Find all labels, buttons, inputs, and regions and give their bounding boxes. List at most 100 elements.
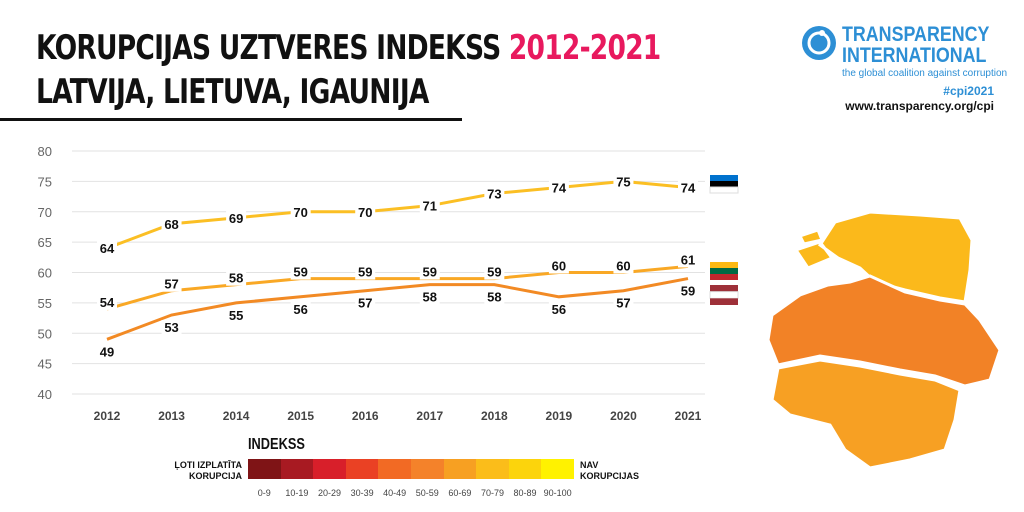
title-underline [0,118,462,121]
legend-range-label: 20-29 [317,488,341,498]
line-chart: 40 45 50 55 60 65 70 75 80 2012 2013 2014 2015 2016 20… [38,144,739,423]
y-tick-label: 75 [38,174,52,189]
data-label-bg [678,283,698,299]
legend-swatch [443,459,477,479]
data-label: 68 [164,217,178,232]
data-label: 59 [358,265,372,280]
legend-swatch [508,459,542,479]
x-tick-label: 2013 [158,409,185,423]
data-label-bg [290,204,311,220]
hashtag: #cpi2021 [943,84,994,98]
data-label: 58 [423,290,437,305]
legend-swatch [280,459,314,479]
data-label: 69 [229,211,243,226]
website-url[interactable]: www.transparency.org/cpi [845,99,994,113]
legend-title: INDEKSS [248,436,305,453]
data-label: 58 [229,271,243,286]
y-tick-label: 50 [38,326,52,341]
data-label-bg [678,252,698,268]
flag-lithuania [710,262,738,268]
legend-swatch [313,459,346,479]
legend-range-label: 40-49 [383,488,407,498]
data-label-bg [484,186,505,202]
data-label: 57 [616,296,630,311]
data-label: 58 [487,290,501,305]
y-tick-label: 65 [38,235,52,250]
data-label-bg [290,264,311,280]
data-label-bg [548,180,569,196]
legend-range-label: 80-89 [513,488,537,498]
legend-swatch [248,459,281,479]
data-label-bg [548,258,569,274]
flag-estonia [709,186,739,194]
data-label-bg [419,289,440,305]
title-line1: KORUPCIJAS UZTVERES INDEKSS [36,28,501,68]
x-tick-label: 2018 [481,409,508,423]
y-tick-label: 45 [38,357,52,372]
data-label: 49 [100,344,114,359]
y-tick-label: 40 [38,387,52,402]
flag-latvia [709,291,739,299]
title-years: 2012-2021 [508,28,661,68]
logo-name1: TRANSPARENCY [842,23,990,46]
y-tick-label: 80 [38,144,52,159]
x-tick-label: 2015 [287,409,314,423]
x-tick-label: 2014 [223,409,250,423]
data-label: 60 [616,259,630,274]
data-label-bg [613,174,634,190]
x-tick-label: 2021 [675,409,702,423]
legend-swatch [410,459,444,479]
data-label: 60 [552,259,566,274]
title-line2: LATVIJA, LIETUVA, IGAUNIJA [36,72,429,112]
x-tick-label: 2017 [416,409,443,423]
data-label: 59 [423,265,437,280]
data-label: 59 [293,265,307,280]
data-label-bg [484,264,505,280]
legend-left-label: ĻOTI IZPLATĪTA KORUPCIJA [174,460,242,481]
x-tick-label: 2020 [610,409,637,423]
data-label-bg [226,210,247,226]
data-label: 55 [229,308,243,323]
data-label-bg [613,295,634,311]
data-label-bg [226,307,247,323]
data-label: 71 [423,199,437,214]
data-label-bg [613,258,634,274]
x-tick-label: 2012 [94,409,121,423]
legend-range-labels: 0-9 10-19 20-29 30-39 40-49 50-59 60-69 70-79 80… [248,488,574,498]
y-tick-label: 70 [38,205,52,220]
data-label-bg [355,204,376,220]
legend-color-scale [248,459,574,479]
series-line-lithuania [106,264,689,311]
legend-range-label: 70-79 [480,488,504,498]
data-label: 73 [487,187,501,202]
data-label: 64 [100,241,115,256]
data-label-bg [290,301,311,317]
data-label: 53 [164,320,178,335]
data-label: 59 [487,265,501,280]
data-label-bg [484,289,505,305]
map-latvia [766,274,1002,388]
legend-range-label: 10-19 [285,488,309,498]
legend-range-label: 30-39 [350,488,374,498]
legend-range-label: 90-100 [543,488,572,498]
legend-range-label: 60-69 [448,488,472,498]
data-label: 75 [616,174,630,189]
data-label: 74 [681,180,696,195]
map-lithuania [770,358,962,470]
data-label: 61 [681,252,695,267]
data-label-bg [355,264,376,280]
legend-right-label: NAV KORUPCIJAS [580,460,640,481]
data-label: 59 [681,284,695,299]
flag-latvia [710,298,738,305]
data-label: 54 [100,295,115,310]
series-line-latvia [106,277,689,341]
data-label-bg [161,216,182,232]
data-label-bg [97,294,117,310]
series-line-estonia [106,179,689,250]
y-tick-label: 55 [38,296,52,311]
data-label-bg [226,270,247,286]
data-label-bg [419,264,440,280]
logo-name2: INTERNATIONAL [842,44,987,67]
data-label: 57 [358,296,372,311]
legend-swatch [345,459,379,479]
